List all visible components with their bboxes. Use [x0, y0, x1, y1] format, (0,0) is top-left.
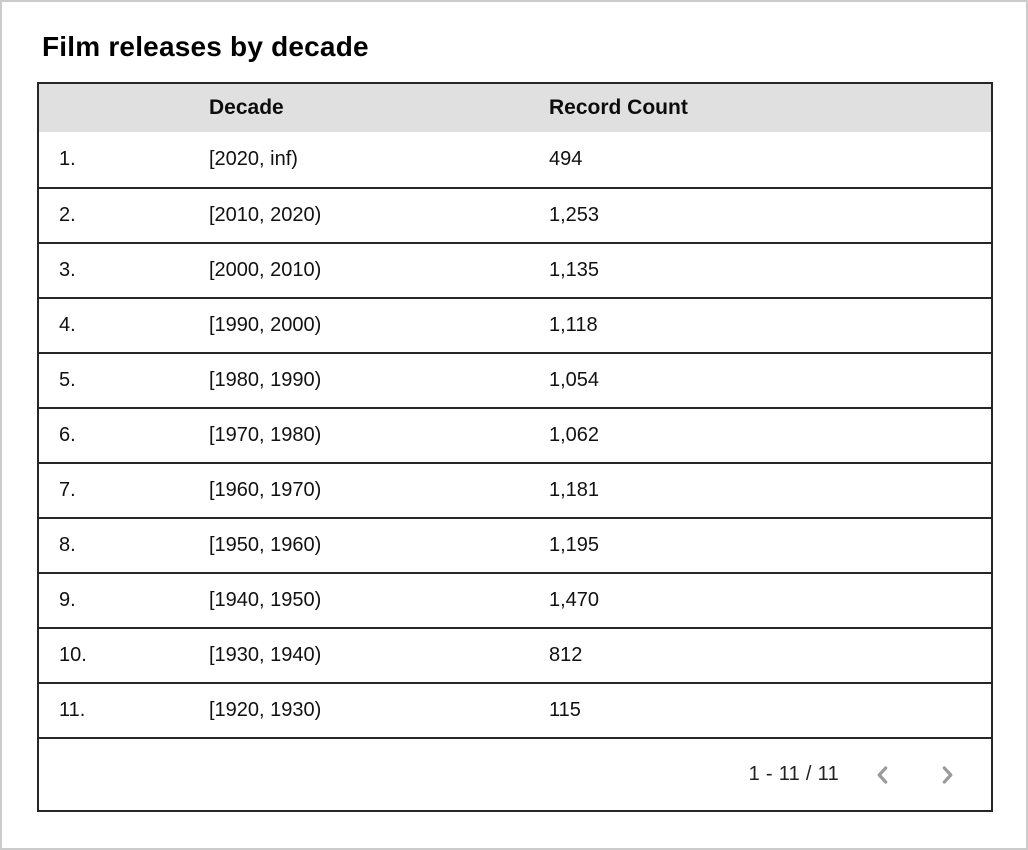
row-decade-cell: [1990, 2000) — [209, 314, 322, 336]
table-body: 1. [2020, inf) 494 2. [2010, 2020) 1,253… — [39, 132, 991, 737]
row-decade-cell: [1920, 1930) — [209, 699, 322, 721]
table-header-row: Decade Record Count — [39, 84, 991, 132]
row-index-cell: 10. — [59, 644, 87, 666]
row-decade-cell: [2000, 2010) — [209, 259, 322, 281]
row-decade-cell: [1930, 1940) — [209, 644, 322, 666]
row-index-cell: 3. — [59, 259, 76, 281]
row-count-cell: 1,135 — [549, 259, 600, 281]
row-count-cell: 494 — [549, 148, 583, 170]
chevron-right-icon — [934, 762, 960, 788]
row-decade-cell: [1960, 1970) — [209, 479, 322, 501]
row-index-cell: 9. — [59, 589, 76, 611]
row-index-cell: 7. — [59, 479, 76, 501]
row-count-cell: 1,062 — [549, 424, 600, 446]
row-count-cell: 1,118 — [549, 314, 598, 336]
table-row[interactable]: 7. [1960, 1970) 1,181 — [39, 462, 991, 517]
row-decade-cell: [1980, 1990) — [209, 369, 322, 391]
chevron-left-icon — [870, 762, 896, 788]
row-index-cell: 6. — [59, 424, 76, 446]
pagination-range-label: 1 - 11 / 11 — [748, 763, 839, 785]
row-decade-cell: [1950, 1960) — [209, 534, 322, 556]
table-row[interactable]: 10. [1930, 1940) 812 — [39, 627, 991, 682]
table-row[interactable]: 2. [2010, 2020) 1,253 — [39, 187, 991, 242]
table-row[interactable]: 4. [1990, 2000) 1,118 — [39, 297, 991, 352]
header-cell-record-count[interactable]: Record Count — [549, 96, 688, 119]
row-index-cell: 2. — [59, 204, 76, 226]
row-decade-cell: [1970, 1980) — [209, 424, 322, 446]
table-footer: 1 - 11 / 11 — [39, 737, 991, 810]
row-count-cell: 1,195 — [549, 534, 600, 556]
table-row[interactable]: 9. [1940, 1950) 1,470 — [39, 572, 991, 627]
header-cell-decade[interactable]: Decade — [209, 96, 284, 119]
table-row[interactable]: 8. [1950, 1960) 1,195 — [39, 517, 991, 572]
next-page-button[interactable] — [927, 755, 967, 795]
row-index-cell: 8. — [59, 534, 76, 556]
previous-page-button[interactable] — [863, 755, 903, 795]
row-count-cell: 812 — [549, 644, 583, 666]
table-row[interactable]: 11. [1920, 1930) 115 — [39, 682, 991, 737]
data-table: Decade Record Count 1. [2020, inf) 494 2… — [37, 82, 993, 812]
row-index-cell: 1. — [59, 148, 76, 170]
row-index-cell: 11. — [59, 699, 86, 721]
pagination: 1 - 11 / 11 — [749, 755, 967, 795]
page-title: Film releases by decade — [42, 31, 369, 62]
row-count-cell: 1,253 — [549, 204, 600, 226]
table-row[interactable]: 1. [2020, inf) 494 — [39, 132, 991, 187]
row-count-cell: 115 — [549, 699, 581, 721]
row-decade-cell: [1940, 1950) — [209, 589, 322, 611]
row-count-cell: 1,470 — [549, 589, 600, 611]
row-count-cell: 1,181 — [549, 479, 600, 501]
table-row[interactable]: 3. [2000, 2010) 1,135 — [39, 242, 991, 297]
row-count-cell: 1,054 — [549, 369, 600, 391]
row-decade-cell: [2020, inf) — [209, 148, 298, 170]
row-decade-cell: [2010, 2020) — [209, 204, 322, 226]
row-index-cell: 5. — [59, 369, 76, 391]
table-row[interactable]: 6. [1970, 1980) 1,062 — [39, 407, 991, 462]
table-row[interactable]: 5. [1980, 1990) 1,054 — [39, 352, 991, 407]
row-index-cell: 4. — [59, 314, 76, 336]
